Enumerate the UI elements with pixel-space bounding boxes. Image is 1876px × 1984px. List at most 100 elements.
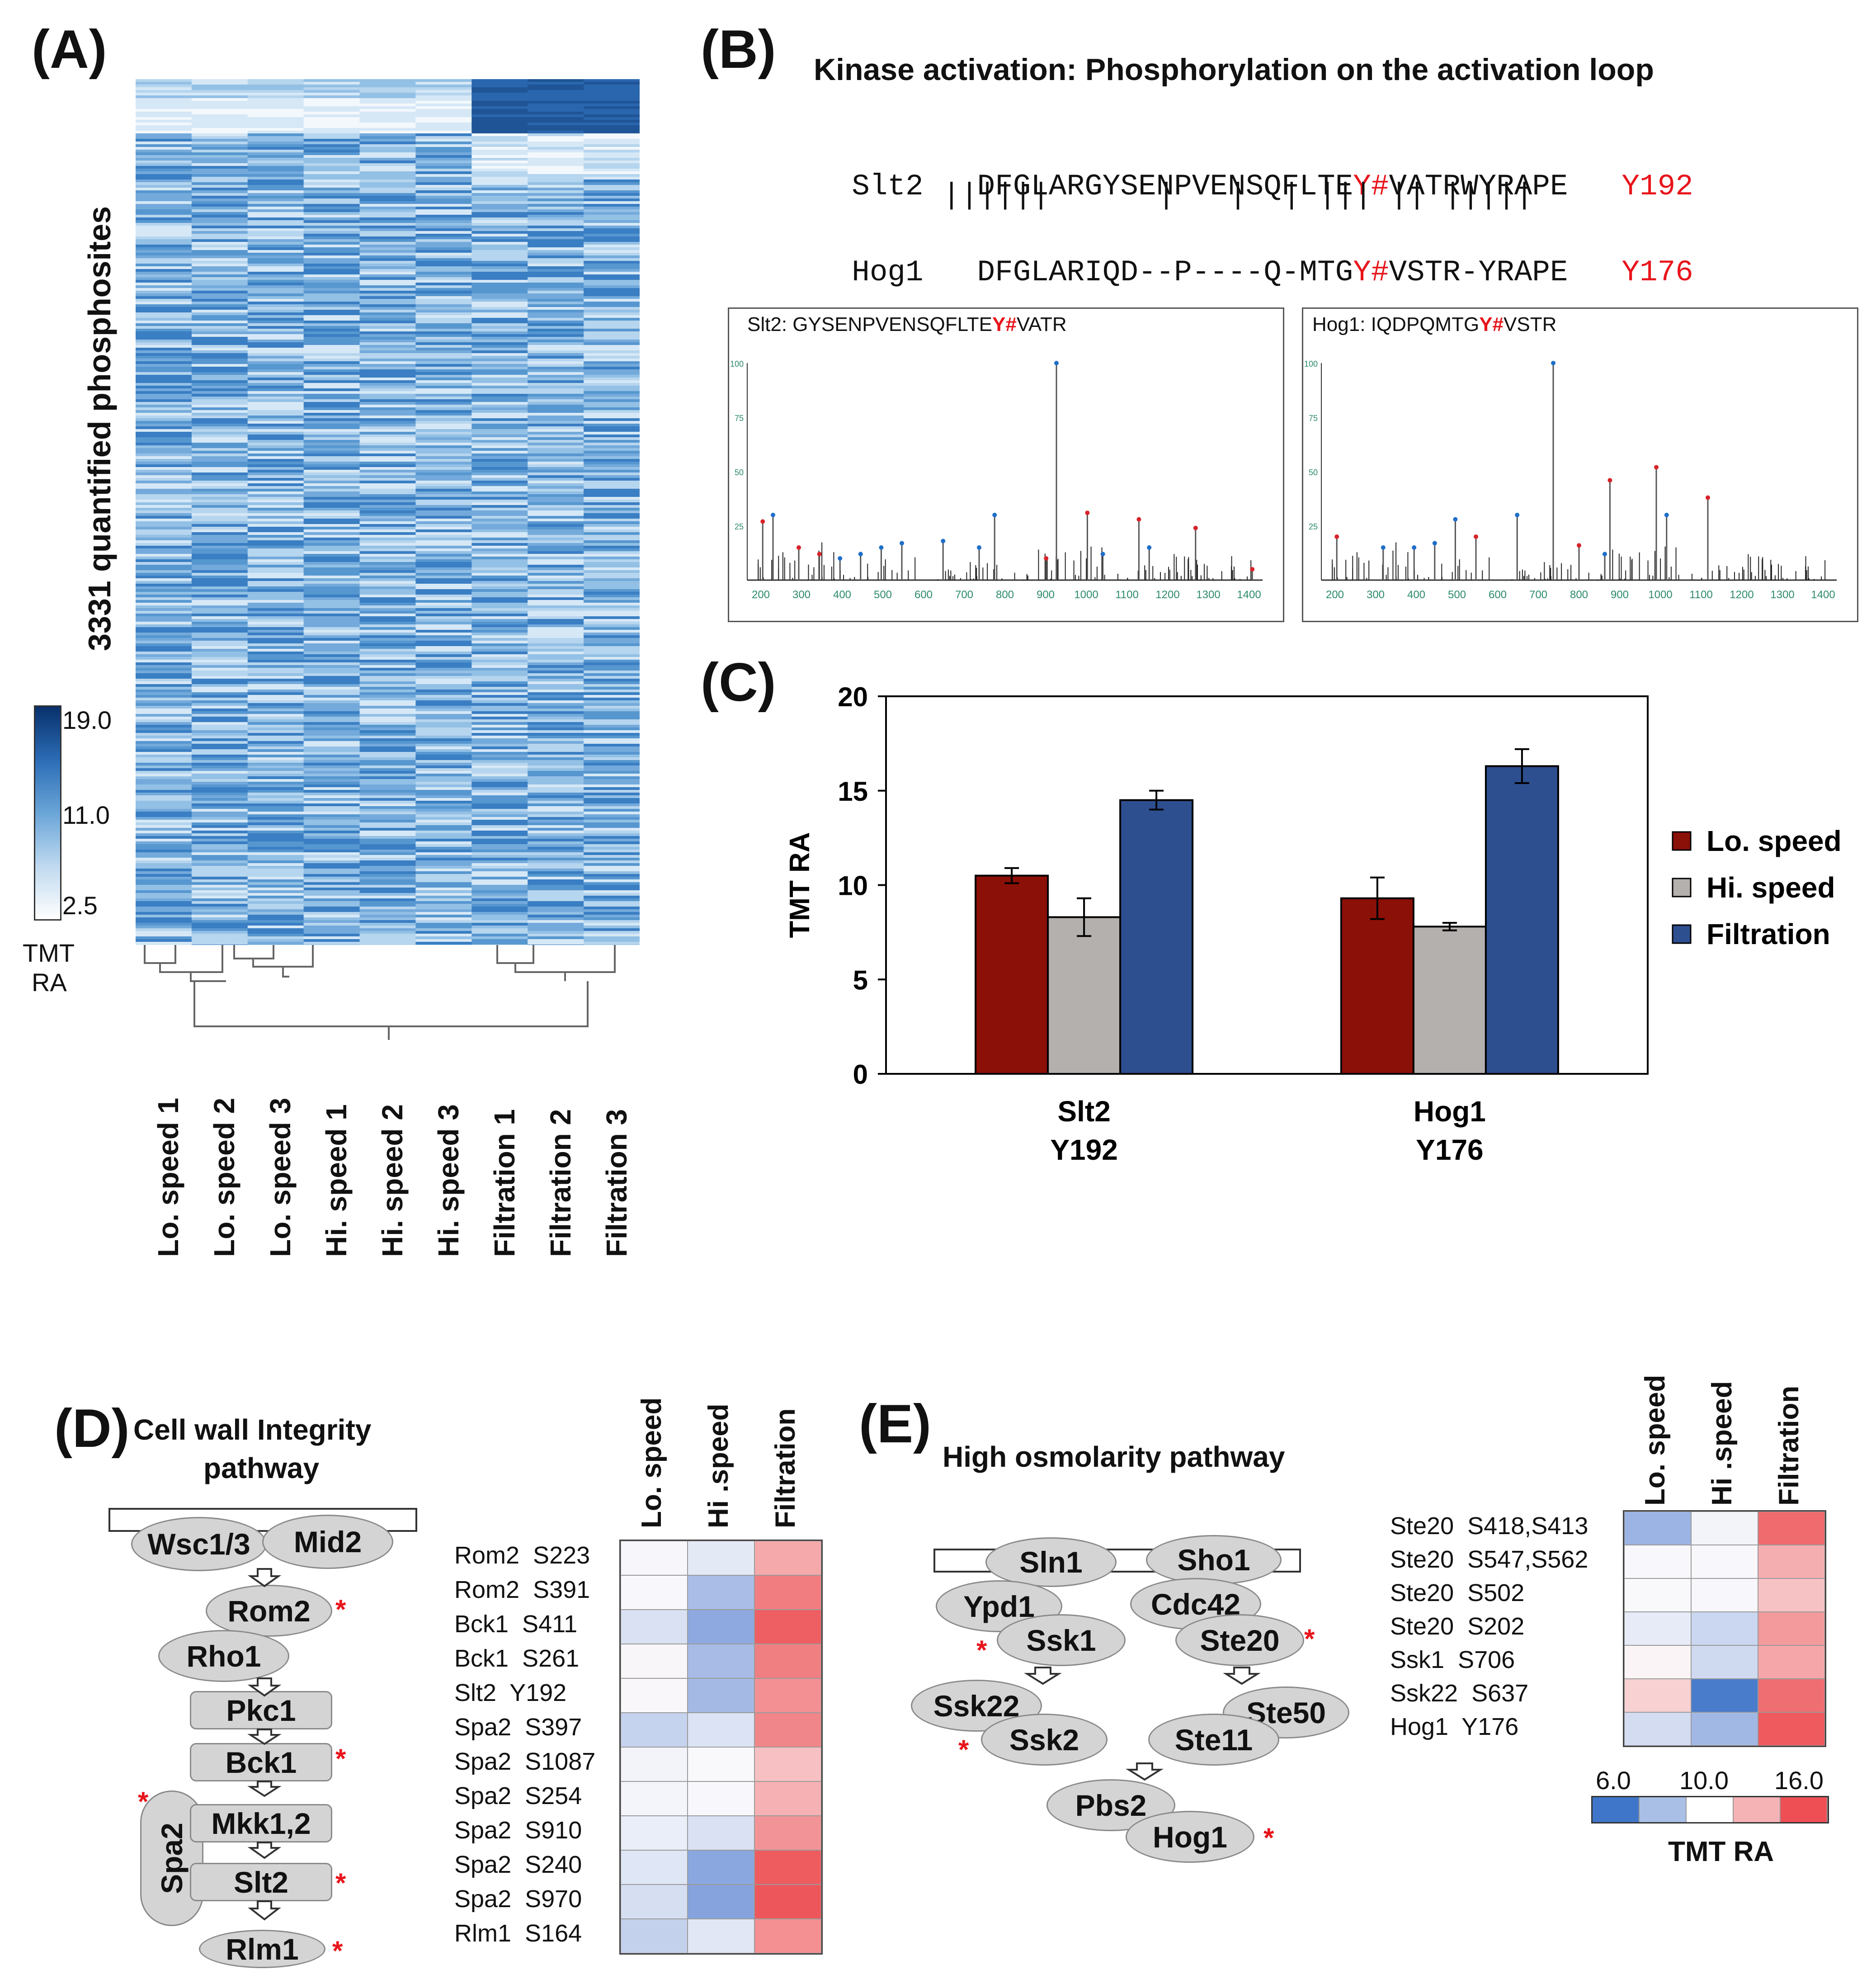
heatmap-cell — [303, 521, 360, 524]
cwi-heatmap-cell — [754, 1610, 821, 1644]
heatmap-cell — [359, 304, 416, 307]
heatmap-cell — [191, 543, 248, 546]
heatmap-cell — [247, 399, 304, 402]
heatmap-cell — [584, 692, 640, 695]
heatmap-cell — [528, 467, 584, 470]
heatmap-cell — [359, 261, 416, 264]
heatmap-cell — [415, 798, 472, 801]
heatmap-cell — [303, 774, 360, 776]
heatmap-cell — [471, 101, 528, 104]
heatmap-cell — [584, 166, 640, 169]
heatmap-cell — [471, 920, 528, 923]
heatmap-cell — [528, 755, 584, 757]
heatmap-cell — [247, 557, 304, 559]
heatmap-cell — [528, 106, 584, 109]
heatmap-cell — [359, 367, 416, 369]
heatmap-cell — [136, 302, 192, 304]
heatmap-cell — [191, 896, 248, 898]
heatmap-cell — [247, 123, 304, 125]
heatmap-cell — [247, 714, 304, 717]
heatmap-cell — [584, 416, 640, 418]
heatmap-cell — [528, 215, 584, 217]
heatmap-cell — [471, 166, 528, 169]
heatmap-cell — [136, 687, 192, 690]
heatmap-cell — [584, 106, 640, 109]
heatmap-cell — [359, 361, 416, 364]
heatmap-cell — [359, 695, 416, 698]
heatmap-cell — [471, 703, 528, 706]
heatmap-cell — [247, 326, 304, 329]
heatmap-cell — [471, 220, 528, 223]
heatmap-cell — [528, 280, 584, 283]
heatmap-cell — [136, 681, 192, 684]
heatmap-cell — [415, 350, 472, 353]
heatmap-cell — [247, 931, 304, 934]
heatmap-cell — [247, 429, 304, 432]
heatmap-cell — [584, 413, 640, 416]
heatmap-cell — [136, 578, 192, 581]
heatmap-cell — [136, 367, 192, 369]
heatmap-cell — [191, 711, 248, 714]
heatmap-cell — [191, 774, 248, 776]
heatmap-cell — [191, 573, 248, 576]
heatmap-cell — [247, 174, 304, 177]
heatmap-cell — [415, 323, 472, 326]
scale-e-segment — [1593, 1797, 1640, 1822]
heatmap-cell — [191, 904, 248, 907]
heatmap-cell — [303, 291, 360, 293]
heatmap-cell — [584, 652, 640, 654]
heatmap-cell — [247, 266, 304, 269]
heatmap-cell — [136, 340, 192, 342]
heatmap-cell — [136, 158, 192, 161]
heatmap-cell — [191, 706, 248, 709]
heatmap-cell — [136, 353, 192, 356]
heatmap-cell — [136, 177, 192, 180]
heatmap-cell — [247, 87, 304, 90]
heatmap-cell — [191, 714, 248, 717]
heatmap-cell — [359, 201, 416, 204]
heatmap-cell — [136, 299, 192, 302]
spectrum-ion-marker — [1250, 567, 1255, 572]
heatmap-cell — [471, 109, 528, 112]
heatmap-cell — [584, 234, 640, 236]
heatmap-cell — [136, 416, 192, 418]
heatmap-cell — [247, 898, 304, 901]
heatmap-cell — [303, 220, 360, 223]
heatmap-cell — [191, 459, 248, 462]
heatmap-cell — [471, 828, 528, 831]
heatmap-cell — [528, 155, 584, 158]
heatmap-cell — [528, 87, 584, 90]
heatmap-cell — [247, 866, 304, 869]
heatmap-cell — [415, 90, 472, 93]
heatmap-cell — [247, 236, 304, 239]
heatmap-cell — [136, 722, 192, 725]
heatmap-cell — [191, 822, 248, 825]
heatmap-cell — [136, 901, 192, 904]
heatmap-cell — [191, 508, 248, 510]
heatmap-cell — [136, 597, 192, 600]
heatmap-cell — [415, 841, 472, 844]
heatmap-cell — [191, 207, 248, 209]
heatmap-cell — [415, 879, 472, 882]
heatmap-cell — [136, 247, 192, 250]
heatmap-cell — [584, 242, 640, 245]
heatmap-cell — [359, 706, 416, 709]
heatmap-cell — [247, 681, 304, 684]
heatmap-cell — [191, 700, 248, 703]
heatmap-cell — [191, 375, 248, 378]
heatmap-cell — [303, 586, 360, 589]
heatmap-cell — [359, 502, 416, 505]
heatmap-cell — [415, 397, 472, 399]
slt2-seq-pre: DFGLARGYSENPVENSQFLTE — [977, 170, 1353, 203]
hog-heatmap-cell — [1624, 1512, 1691, 1545]
heatmap-cell — [584, 776, 640, 779]
heatmap-cell — [136, 310, 192, 312]
heatmap-cell — [471, 711, 528, 714]
heatmap-cell — [415, 673, 472, 676]
heatmap-cell — [136, 407, 192, 410]
heatmap-cell — [584, 283, 640, 285]
heatmap-cell — [247, 619, 304, 622]
heatmap-cell — [359, 150, 416, 152]
heatmap-cell — [136, 765, 192, 768]
heatmap-cell — [136, 269, 192, 272]
